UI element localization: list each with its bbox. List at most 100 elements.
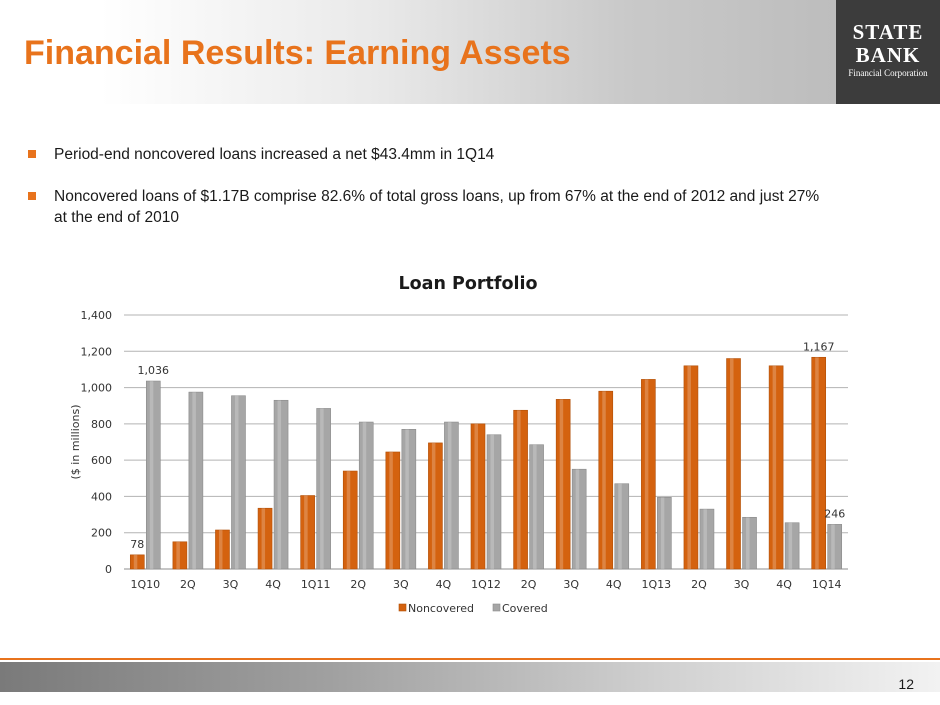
- bar-noncovered: [555, 399, 571, 570]
- bar-covered: [486, 434, 502, 570]
- y-axis-label: ($ in millions): [69, 405, 82, 480]
- legend-swatch: [398, 603, 407, 612]
- bullet-item: Period-end noncovered loans increased a …: [24, 144, 824, 165]
- bar-noncovered: [683, 365, 699, 570]
- bar-covered: [231, 395, 246, 570]
- x-tick-label: 1Q11: [301, 578, 331, 591]
- bar-highlight: [746, 517, 750, 569]
- y-tick-label: 800: [91, 418, 112, 431]
- bar-highlight: [346, 471, 351, 569]
- bar-noncovered: [726, 358, 741, 570]
- bar-highlight: [490, 434, 494, 569]
- bar-highlight: [618, 483, 622, 569]
- x-tick-label: 4Q: [265, 578, 281, 591]
- bar-highlight: [431, 442, 436, 569]
- bar-noncovered: [641, 379, 656, 570]
- bar-noncovered: [215, 529, 230, 570]
- x-tick-label: 1Q14: [812, 578, 842, 591]
- bar-noncovered: [598, 390, 614, 570]
- x-tick-label: 4Q: [436, 578, 452, 591]
- y-tick-label: 200: [91, 527, 112, 540]
- bar-noncovered: [470, 423, 486, 570]
- bullet-text: Period-end noncovered loans increased a …: [54, 146, 495, 163]
- bar-noncovered: [257, 507, 273, 570]
- data-label: 1,036: [138, 364, 170, 377]
- bar-highlight: [277, 400, 282, 569]
- x-tick-label: 1Q10: [130, 578, 160, 591]
- y-tick-label: 600: [91, 454, 112, 467]
- x-tick-label: 3Q: [563, 578, 579, 591]
- bar-highlight: [192, 392, 196, 569]
- bar-covered: [188, 391, 204, 570]
- bar-highlight: [320, 408, 324, 569]
- x-tick-label: 4Q: [606, 578, 622, 591]
- loan-portfolio-chart: 0 200 400 600 800 1,000 1,200 1,400 ($ in millio…: [69, 309, 848, 615]
- bar-highlight: [149, 381, 154, 569]
- bar-highlight: [602, 391, 606, 569]
- bar-noncovered: [768, 365, 784, 570]
- bar-covered: [145, 380, 161, 570]
- bar-noncovered: [513, 409, 528, 570]
- y-tick-label: 1,200: [81, 345, 113, 358]
- x-tick-label: 3Q: [223, 578, 239, 591]
- bar-highlight: [831, 524, 835, 569]
- bullet-text: Noncovered loans of $1.17B comprise 82.6…: [54, 188, 820, 226]
- data-label: 78: [130, 538, 144, 551]
- bar-covered: [401, 429, 417, 570]
- bullet-list: Period-end noncovered loans increased a …: [24, 144, 824, 249]
- bar-highlight: [234, 395, 239, 569]
- bar-covered: [444, 421, 459, 570]
- x-tick-label: 4Q: [776, 578, 792, 591]
- bar-highlight: [447, 422, 452, 569]
- bar-highlight: [772, 365, 777, 569]
- bar-highlight: [660, 497, 665, 569]
- logo-line-3: Financial Corporation: [848, 68, 928, 78]
- bar-noncovered: [300, 495, 315, 570]
- bar-highlight: [304, 495, 308, 569]
- bar-noncovered: [385, 451, 401, 570]
- bullet-item: Noncovered loans of $1.17B comprise 82.6…: [24, 186, 824, 228]
- x-tick-label: 1Q13: [642, 578, 672, 591]
- y-tick-label: 1,400: [81, 309, 113, 322]
- bar-covered: [742, 516, 757, 570]
- bar-covered: [784, 522, 800, 570]
- bar-covered: [827, 524, 843, 570]
- logo-line-2: BANK: [855, 43, 921, 67]
- y-tick-label: 0: [105, 563, 112, 576]
- x-tick-label: 2Q: [180, 578, 196, 591]
- bar-highlight: [517, 410, 521, 569]
- data-label: 1,167: [803, 340, 835, 353]
- bar-noncovered: [428, 442, 443, 570]
- bar-highlight: [644, 379, 649, 569]
- bar-noncovered: [811, 356, 827, 570]
- x-tick-label: 3Q: [734, 578, 750, 591]
- footer-bar: [0, 662, 940, 692]
- bar-highlight: [362, 422, 367, 569]
- bar-highlight: [703, 509, 707, 569]
- page-number: 12: [898, 676, 914, 692]
- page-title: Financial Results: Earning Assets: [24, 34, 571, 72]
- bar-highlight: [533, 444, 537, 569]
- chart-title: Loan Portfolio: [398, 274, 538, 294]
- bar-covered: [699, 508, 715, 570]
- company-logo: STATE BANK Financial Corporation: [836, 0, 940, 104]
- bar-covered: [529, 444, 544, 570]
- bar-highlight: [474, 423, 478, 569]
- x-tick-label: 2Q: [350, 578, 366, 591]
- bar-covered: [657, 497, 672, 570]
- bar-highlight: [559, 399, 564, 569]
- data-label: 246: [824, 507, 845, 520]
- bar-highlight: [133, 554, 138, 569]
- y-tick-label: 400: [91, 490, 112, 503]
- bar-highlight: [261, 508, 266, 569]
- bar-covered: [316, 408, 331, 570]
- y-tick-label: 1,000: [81, 382, 113, 395]
- bar-highlight: [788, 522, 793, 569]
- x-tick-label: 3Q: [393, 578, 409, 591]
- bar-highlight: [405, 429, 409, 569]
- bar-covered: [571, 468, 587, 570]
- bar-highlight: [730, 358, 734, 569]
- bullet-square-icon: [28, 150, 36, 158]
- bar-covered: [614, 483, 630, 570]
- bullet-square-icon: [28, 192, 36, 200]
